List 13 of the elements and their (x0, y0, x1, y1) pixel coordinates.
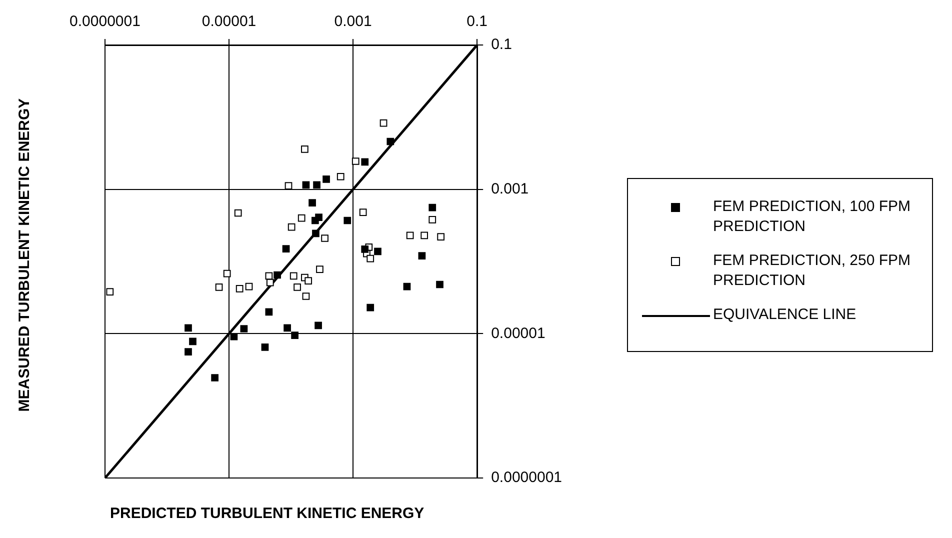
x-tick-label: 0.00001 (202, 13, 256, 30)
legend-label: FEM PREDICTION, 250 FPM PREDICTION (713, 251, 912, 291)
y-tick-label: 0.001 (491, 180, 529, 198)
y-tick-label: 0.00001 (491, 324, 546, 342)
y-tick-label: 0.1 (491, 36, 512, 54)
legend-label: EQUIVALENCE LINE (713, 305, 858, 325)
y-axis-title: MEASURED TURBULENT KINETIC ENERGY (15, 97, 34, 414)
x-axis-title: PREDICTED TURBULENT KINETIC ENERGY (109, 505, 426, 522)
legend-label: FEM PREDICTION, 100 FPM PREDICTION (713, 197, 912, 237)
x-tick-label: 0.0000001 (70, 13, 140, 30)
y-tick-label: 0.0000001 (491, 469, 562, 486)
x-tick-label: 0.1 (466, 13, 488, 30)
x-tick-label: 0.001 (334, 13, 372, 30)
